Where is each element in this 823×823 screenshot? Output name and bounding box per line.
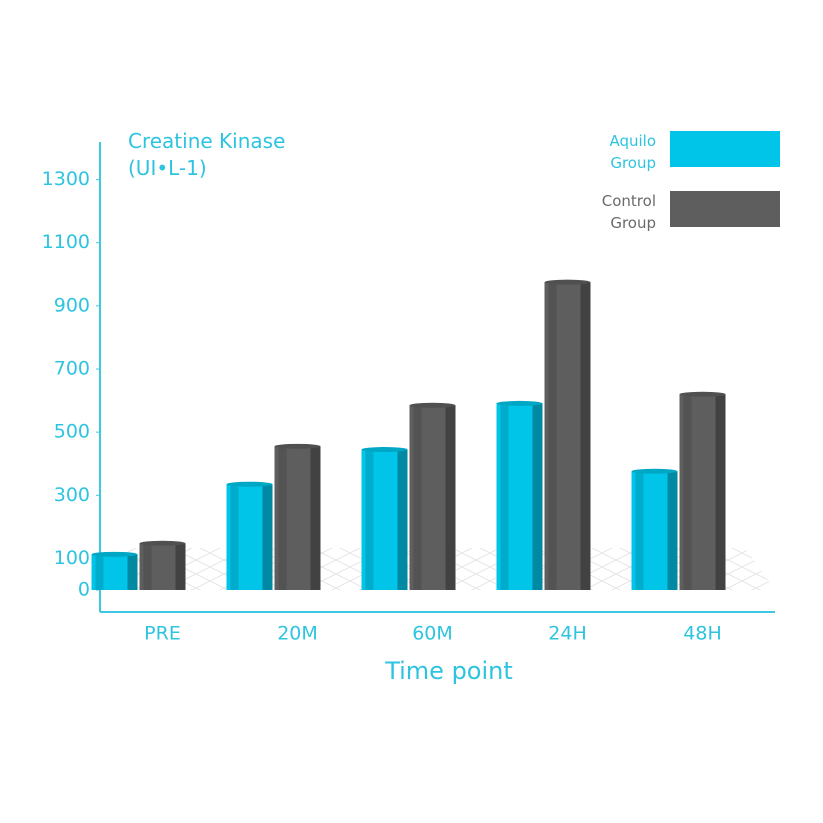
bar-top <box>544 279 591 285</box>
bar-top <box>496 400 543 406</box>
bar-side <box>262 484 273 590</box>
y-tick-label: 300 <box>54 484 90 506</box>
bar-side <box>175 543 186 590</box>
legend-swatch <box>670 131 780 167</box>
bar-top <box>361 447 408 453</box>
x-tick-label: 20M <box>277 623 318 645</box>
bar-highlight <box>635 471 644 590</box>
bar-top <box>226 481 273 487</box>
bar-highlight <box>143 543 152 590</box>
legend-label: Control Group <box>601 192 656 232</box>
y-tick-label: 500 <box>54 421 90 443</box>
y-tick-label: 100 <box>54 547 90 569</box>
y-axis-title: Creatine Kinase (UI•L-1) <box>128 129 286 180</box>
bar-highlight <box>548 282 557 590</box>
bar-top <box>631 468 678 474</box>
bar-highlight <box>365 449 374 590</box>
bar-highlight <box>413 405 422 590</box>
bar-highlight <box>500 403 509 590</box>
bar-highlight <box>230 484 239 590</box>
bar-side <box>580 282 591 590</box>
bar-side <box>310 446 321 590</box>
bar-top <box>274 443 321 449</box>
x-tick-label: 60M <box>412 623 453 645</box>
bar-side <box>445 405 456 590</box>
legend-swatch <box>670 191 780 227</box>
bar-top <box>679 391 726 397</box>
y-tick-label: 900 <box>54 294 90 316</box>
y-tick-label: 1100 <box>42 231 90 253</box>
x-tick-label: PRE <box>144 623 181 645</box>
y-tick-label: 1300 <box>42 168 90 190</box>
x-tick-label: 24H <box>548 623 586 645</box>
bar-side <box>127 554 138 590</box>
bar-highlight <box>95 554 104 590</box>
bar-side <box>397 449 408 590</box>
bar-top <box>139 540 186 546</box>
bar-side <box>532 403 543 590</box>
x-axis-title: Time point <box>384 657 513 685</box>
bar-side <box>667 471 678 590</box>
bar-highlight <box>278 446 287 590</box>
bar-top <box>409 402 456 408</box>
bar-side <box>715 394 726 590</box>
y-tick-label: 0 <box>78 579 90 601</box>
legend-label: Aquilo Group <box>609 132 656 172</box>
bar-top <box>91 551 138 557</box>
y-tick-label: 700 <box>54 358 90 380</box>
x-tick-label: 48H <box>683 623 721 645</box>
bar-highlight <box>683 394 692 590</box>
